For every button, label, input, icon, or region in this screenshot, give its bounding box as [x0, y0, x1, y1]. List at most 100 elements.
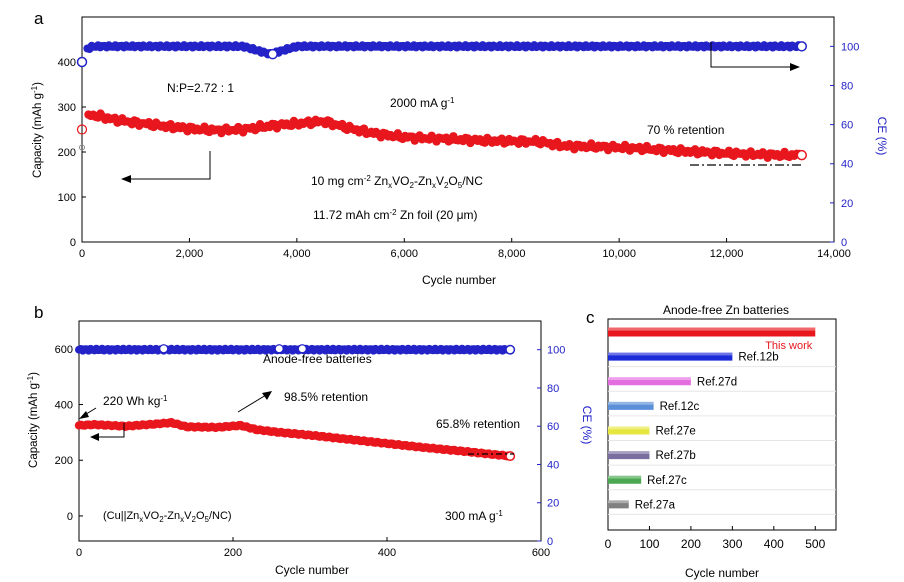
plot-frame — [81, 16, 835, 243]
bar-ref-27d — [608, 377, 691, 386]
bar-ref-27c — [608, 475, 642, 484]
ce-point — [267, 48, 278, 60]
c-xlabel: Cycle number — [685, 566, 759, 580]
a-annot-foil: 11.72 mAh cm-2 Zn foil (20 μm) — [313, 208, 478, 222]
x-tick-label: 300 — [722, 537, 742, 551]
y2-tick-label: 0 — [841, 237, 847, 249]
arrowhead-wh — [79, 411, 89, 419]
ce-point — [274, 344, 284, 354]
ce-series — [75, 344, 516, 355]
a-ylabel: Capacity (mAh g-1) — [30, 82, 44, 178]
capacity-series — [74, 418, 516, 462]
x-tick-label: 0 — [79, 248, 85, 260]
bar-label: Ref.12b — [738, 352, 778, 364]
plot-frame — [78, 320, 542, 542]
y-tick-label: 100 — [58, 192, 76, 204]
ce-point — [796, 41, 808, 52]
a-y2label: CE (%) — [875, 117, 889, 156]
ce-point — [76, 56, 88, 68]
a-annot-loading: 10 mg cm-2 ZnxVO2-ZnxV2O5/NC — [311, 174, 483, 190]
bar-highlight — [608, 401, 654, 405]
arrowhead-capacity — [90, 433, 99, 441]
x-tick-label: 14,000 — [817, 248, 851, 260]
x-tick-label: 8,000 — [498, 248, 526, 260]
bar-highlight — [608, 377, 691, 381]
bar-label: This work — [765, 340, 813, 352]
capacity-point — [79, 144, 85, 151]
bar-label: Ref.12c — [660, 401, 700, 413]
y-tick-label: 600 — [55, 344, 73, 356]
arrow-capacity — [97, 423, 125, 438]
x-tick-label: 6,000 — [391, 248, 419, 260]
b-annot-cell: (Cu||ZnxVO2-ZnxV2O5/NC) — [103, 510, 232, 524]
y2-tick-label: 100 — [547, 345, 565, 357]
bar-label: Ref.27c — [647, 475, 687, 487]
arrowhead-retention — [262, 391, 272, 400]
x-tick-label: 600 — [532, 547, 550, 559]
panel-label-b: b — [34, 303, 43, 322]
b-annot-anode: Anode-free batteries — [263, 352, 372, 366]
arrowhead-capacity — [121, 175, 131, 183]
b-annot-retention-1: 98.5% retention — [284, 390, 368, 404]
b-xlabel: Cycle number — [275, 563, 349, 577]
y-tick-label: 200 — [55, 455, 73, 467]
y2-tick-label: 20 — [547, 498, 559, 510]
arrowhead-ce — [790, 63, 800, 71]
bar-ref-27b — [608, 451, 650, 460]
y-tick-label: 0 — [67, 511, 73, 523]
b-ylabel: Capacity (mAh g-1) — [26, 372, 40, 468]
bar-ref-12c — [608, 401, 654, 410]
b-annot-retention-2: 65.8% retention — [436, 417, 520, 431]
bar-ref-27e — [608, 426, 650, 435]
panel-label-c: c — [586, 308, 595, 327]
panel-a: 0 2,000 4,000 6,000 8,000 10,000 12,000 14,0000… — [58, 16, 859, 260]
bar-ref-12b — [608, 352, 733, 361]
bar-label: Ref.27a — [635, 499, 676, 511]
x-tick-label: 200 — [681, 537, 701, 551]
capacity-point — [76, 124, 88, 135]
bar-this-work — [608, 327, 816, 337]
x-tick-label: 0 — [76, 547, 82, 559]
y2-tick-label: 0 — [547, 536, 553, 548]
x-tick-label: 2,000 — [176, 248, 204, 260]
bar-label: Ref.27e — [655, 426, 695, 438]
y2-tick-label: 40 — [547, 459, 559, 471]
b-annot-wh: 220 Wh kg-1 — [103, 394, 168, 408]
ce-point — [505, 344, 516, 355]
a-annot-rate: 2000 mA g-1 — [390, 96, 455, 110]
x-tick-label: 4,000 — [283, 248, 311, 260]
x-tick-label: 200 — [224, 547, 242, 559]
c-title: Anode-free Zn batteries — [663, 303, 789, 317]
y2-tick-label: 80 — [547, 383, 559, 395]
bar-highlight — [608, 327, 816, 331]
bar-highlight — [608, 451, 650, 454]
capacity-point — [796, 149, 808, 161]
bar-label: Ref.27b — [655, 450, 695, 462]
b-annot-rate: 300 mA g-1 — [445, 509, 503, 523]
x-tick-label: 100 — [639, 537, 659, 551]
a-xlabel: Cycle number — [422, 273, 496, 287]
x-tick-label: 10,000 — [602, 248, 636, 260]
arrow-capacity — [128, 151, 211, 180]
x-tick-label: 0 — [605, 537, 612, 551]
panel-label-a: a — [34, 9, 44, 28]
bar-ref-27a — [608, 500, 629, 509]
y2-tick-label: 60 — [841, 120, 853, 132]
a-annot-retention: 70 % retention — [647, 123, 724, 137]
a-annot-np: N:P=2.72 : 1 — [167, 81, 234, 95]
arrow-ce — [710, 42, 792, 68]
y2-tick-label: 80 — [841, 80, 853, 92]
y-tick-label: 400 — [58, 57, 76, 69]
bar-highlight — [608, 426, 650, 430]
y-tick-label: 200 — [58, 147, 76, 159]
plot-frame — [607, 318, 837, 531]
b-y2label: CE (%) — [580, 406, 594, 445]
x-tick-label: 500 — [805, 537, 825, 551]
capacity-series — [76, 109, 808, 162]
ce-point — [297, 344, 307, 354]
ce-series — [76, 41, 808, 68]
x-tick-label: 400 — [378, 547, 396, 559]
